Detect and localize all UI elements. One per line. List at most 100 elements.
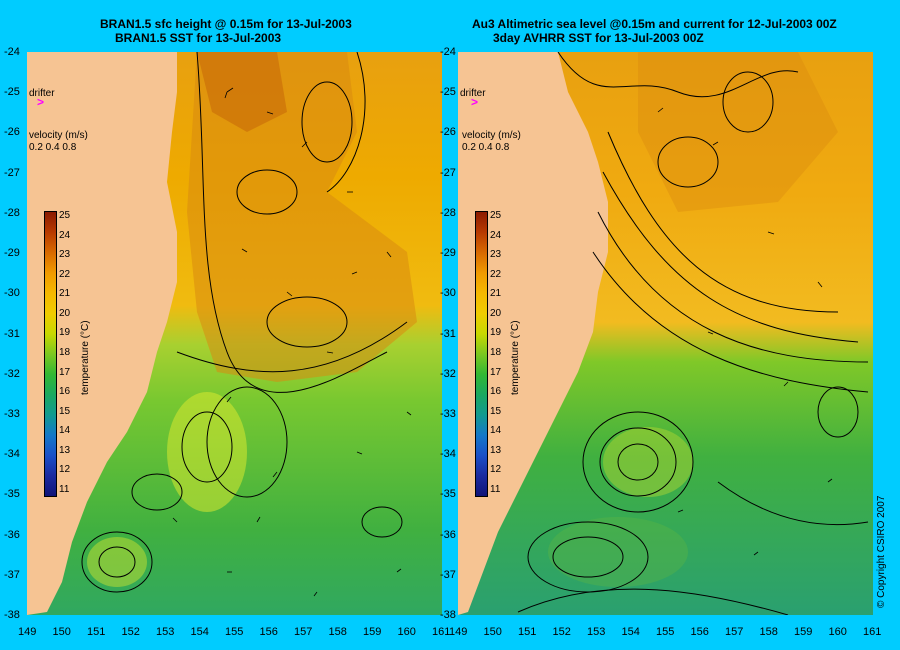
x-axis-tick: 160 — [397, 626, 416, 638]
colorbar-tick: 22 — [59, 268, 71, 280]
colorbar-tick: 19 — [490, 327, 502, 339]
colorbar-tick: 23 — [59, 249, 71, 261]
y-axis-tick: -36 — [440, 528, 456, 541]
left-map-svg — [27, 52, 442, 615]
y-axis-tick: -27 — [440, 166, 456, 179]
y-axis-tick: -27 — [4, 166, 20, 179]
colorbar-tick: 12 — [490, 464, 502, 476]
right-title-line2: 3day AVHRR SST for 13-Jul-2003 00Z — [493, 31, 704, 45]
x-axis-tick: 152 — [121, 626, 140, 638]
right-velocity-scale: 0.2 0.4 0.8 — [462, 142, 510, 153]
y-axis-tick: -30 — [440, 287, 456, 300]
y-axis-tick: -33 — [440, 407, 456, 420]
colorbar-tick: 15 — [59, 405, 71, 417]
y-axis-tick: -35 — [440, 488, 456, 501]
x-axis-tick: 156 — [259, 626, 278, 638]
colorbar-tick: 18 — [490, 347, 502, 358]
x-axis-tick: 160 — [828, 626, 847, 638]
colorbar-tick: 11 — [490, 484, 501, 495]
left-colorbar — [44, 211, 57, 497]
y-axis-tick: -29 — [440, 247, 456, 260]
y-axis-tick: -36 — [4, 528, 20, 541]
colorbar-tick: 18 — [59, 347, 71, 358]
colorbar-tick: 17 — [59, 366, 71, 378]
y-axis-tick: -34 — [440, 448, 456, 461]
x-axis-tick: 158 — [328, 626, 347, 638]
x-axis-tick: 151 — [518, 626, 537, 638]
colorbar-tick: 20 — [490, 307, 502, 319]
x-axis-tick: 149 — [449, 626, 468, 638]
colorbar-tick: 14 — [490, 425, 502, 437]
colorbar-tick: 20 — [59, 307, 71, 319]
x-axis-tick: 150 — [52, 626, 71, 638]
colorbar-tick: 23 — [490, 249, 502, 261]
x-axis-tick: 152 — [552, 626, 571, 638]
colorbar-tick: 17 — [490, 366, 502, 378]
y-axis-tick: -32 — [440, 367, 456, 380]
x-axis-tick: 155 — [225, 626, 244, 638]
right-colorbar-label: temperature (°C) — [510, 320, 521, 395]
y-axis-tick: -37 — [440, 568, 456, 581]
colorbar-tick: 15 — [490, 405, 502, 417]
right-map-panel[interactable] — [458, 52, 873, 615]
y-axis-tick: -38 — [4, 609, 20, 621]
x-axis-tick: 155 — [656, 626, 675, 638]
left-map-panel[interactable] — [27, 52, 442, 615]
colorbar-tick: 22 — [490, 268, 502, 280]
x-axis-tick: 159 — [794, 626, 813, 638]
right-drifter-label: drifter — [460, 88, 486, 99]
y-axis-tick: -28 — [440, 206, 456, 219]
x-axis-tick: 149 — [18, 626, 37, 638]
left-velocity-scale: 0.2 0.4 0.8 — [29, 142, 77, 153]
colorbar-tick: 13 — [490, 444, 502, 456]
y-axis-tick: -31 — [440, 327, 456, 340]
left-title-line2: BRAN1.5 SST for 13-Jul-2003 — [115, 31, 282, 45]
x-axis-tick: 151 — [87, 626, 106, 638]
x-axis-tick: 158 — [759, 626, 778, 638]
y-axis-tick: -32 — [4, 367, 20, 380]
left-colorbar-label: temperature (°C) — [80, 320, 91, 395]
colorbar-tick: 16 — [59, 386, 71, 398]
colorbar-tick: 13 — [59, 444, 71, 456]
y-axis-tick: -31 — [4, 327, 20, 340]
y-axis-tick: -24 — [440, 46, 456, 58]
colorbar-tick: 11 — [59, 484, 70, 495]
colorbar-tick: 24 — [490, 229, 502, 241]
x-axis-tick: 153 — [156, 626, 175, 638]
y-axis-tick: -24 — [4, 46, 20, 58]
colorbar-tick: 25 — [59, 210, 71, 221]
left-velocity-label: velocity (m/s) — [29, 130, 88, 141]
x-axis-tick: 159 — [363, 626, 382, 638]
right-drifter-icon: > — [471, 95, 479, 109]
y-axis-tick: -33 — [4, 407, 20, 420]
copyright-text: © Copyright CSIRO 2007 — [876, 495, 887, 608]
colorbar-tick: 21 — [59, 288, 71, 300]
left-title-line1: BRAN1.5 sfc height @ 0.15m for 13-Jul-20… — [100, 17, 352, 31]
y-axis-tick: -38 — [440, 609, 456, 621]
left-drifter-icon: > — [37, 95, 45, 109]
left-land — [27, 52, 177, 615]
y-axis-tick: -26 — [4, 126, 20, 139]
colorbar-tick: 14 — [59, 425, 71, 437]
y-axis-tick: -26 — [440, 126, 456, 139]
y-axis-tick: -35 — [4, 488, 20, 501]
y-axis-tick: -34 — [4, 448, 20, 461]
right-velocity-label: velocity (m/s) — [462, 130, 521, 141]
colorbar-tick: 12 — [59, 464, 71, 476]
x-axis-tick: 157 — [294, 626, 313, 638]
x-axis-tick: 154 — [190, 626, 209, 638]
x-axis-tick: 150 — [483, 626, 502, 638]
colorbar-tick: 19 — [59, 327, 71, 339]
y-axis-tick: -25 — [4, 86, 20, 99]
y-axis-tick: -25 — [440, 86, 456, 99]
x-axis-tick: 154 — [621, 626, 640, 638]
y-axis-tick: -28 — [4, 206, 20, 219]
y-axis-tick: -37 — [4, 568, 20, 581]
colorbar-tick: 16 — [490, 386, 502, 398]
colorbar-tick: 21 — [490, 288, 502, 300]
colorbar-tick: 24 — [59, 229, 71, 241]
x-axis-tick: 161 — [863, 626, 882, 638]
x-axis-tick: 153 — [587, 626, 606, 638]
colorbar-tick: 25 — [490, 210, 502, 221]
right-map-svg — [458, 52, 873, 615]
